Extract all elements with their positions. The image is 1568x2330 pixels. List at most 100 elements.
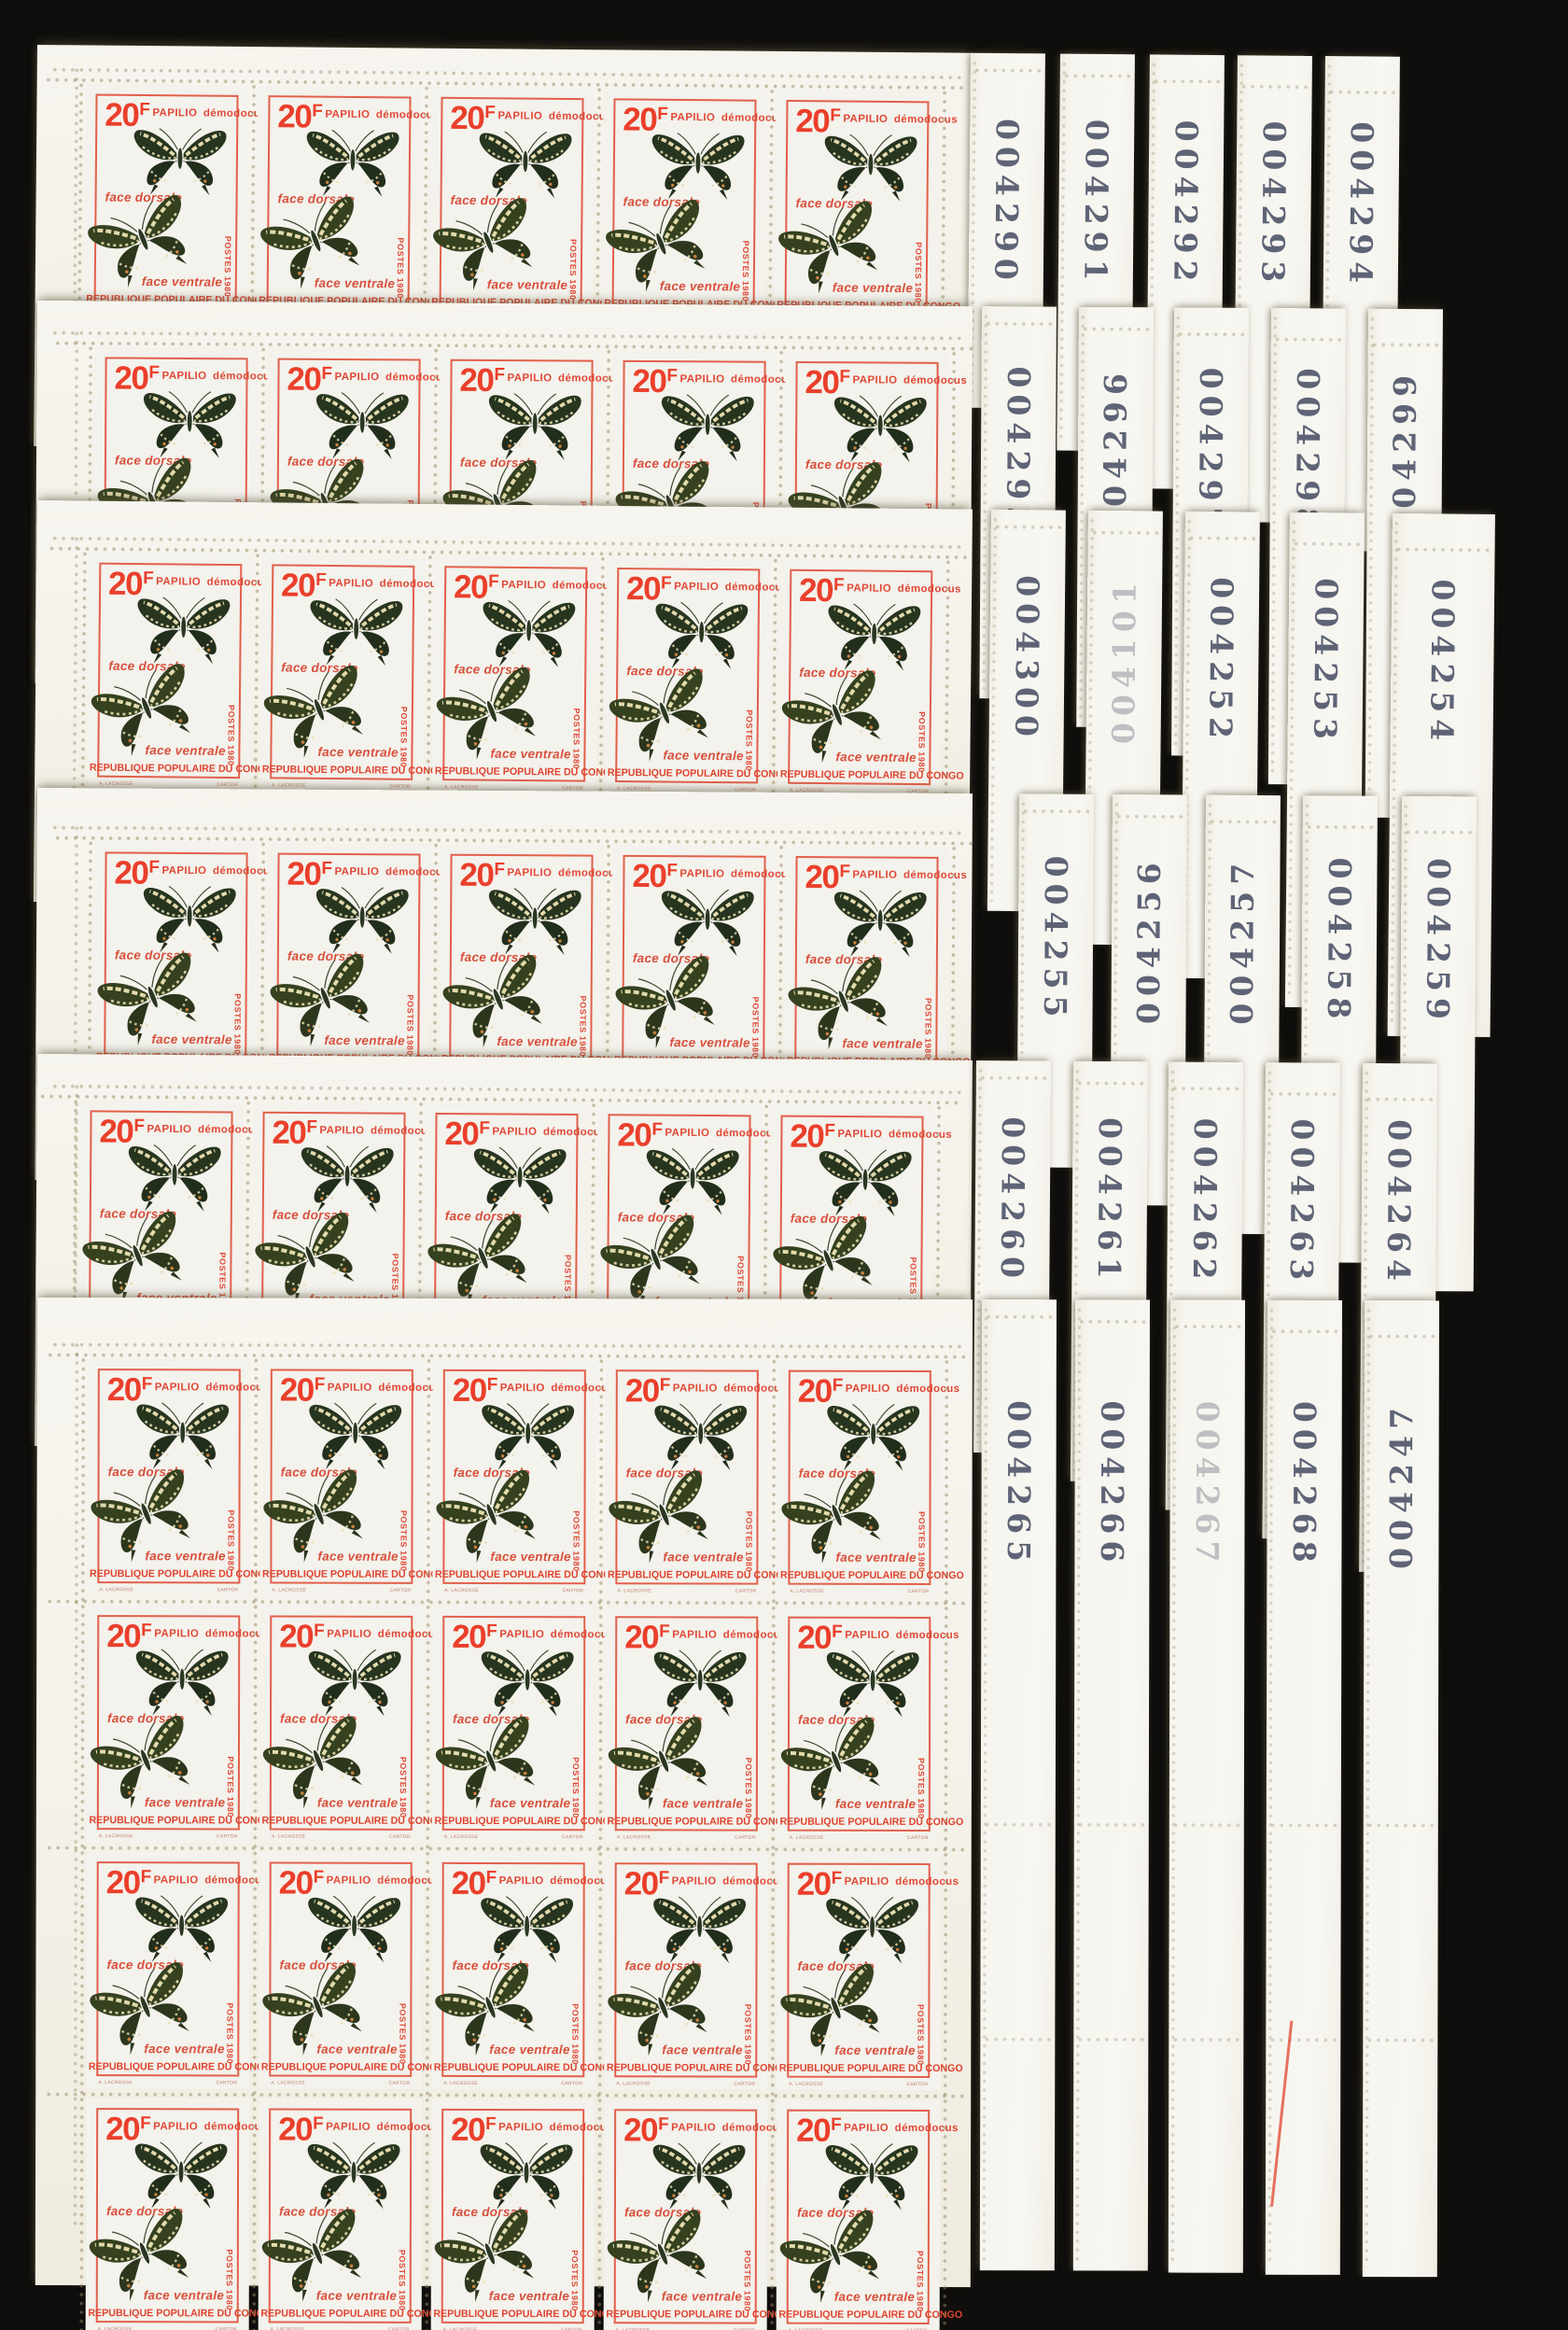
postes-year-inscription: POSTES 1980 bbox=[742, 2250, 752, 2312]
sheet-serial-number: 004263 bbox=[1282, 1118, 1322, 1287]
stamp-row: 20F PAPILIO démodocus face dorsale face … bbox=[78, 80, 960, 335]
stamp-species-title: PAPILIO démodocus bbox=[845, 1383, 960, 1396]
label-face-ventrale: face ventrale bbox=[835, 1550, 917, 1565]
stamp: 20F PAPILIO démodocus face dorsale face … bbox=[81, 2095, 272, 2330]
sheet-serial-number: 004296 bbox=[1096, 366, 1135, 535]
stamp-species-title: PAPILIO démodocus bbox=[154, 1382, 270, 1394]
stamp: 20F PAPILIO démodocus face dorsale face … bbox=[434, 841, 625, 1088]
country-inscription: REPUBLIQUE POPULAIRE DU CONGO bbox=[434, 1815, 619, 1828]
designer-imprint: A. LACROSSE bbox=[617, 1588, 652, 1594]
label-face-ventrale: face ventrale bbox=[314, 275, 396, 291]
denomination-unit: F bbox=[141, 1621, 152, 1641]
stamp: 20F PAPILIO démodocus face dorsale face … bbox=[779, 843, 971, 1090]
country-inscription: REPUBLIQUE POPULAIRE DU CONGO bbox=[261, 1815, 446, 1827]
printer-imprint: CARTOR bbox=[907, 1588, 930, 1595]
stamp-paper: 20F PAPILIO démodocus face dorsale face … bbox=[87, 552, 273, 792]
stamp: 20F PAPILIO démodocus face dorsale face … bbox=[427, 553, 619, 801]
label-face-ventrale: face ventrale bbox=[835, 750, 917, 765]
stamp-species-title: PAPILIO démodocus bbox=[837, 1128, 953, 1141]
label-face-ventrale: face ventrale bbox=[669, 1035, 750, 1050]
country-inscription: REPUBLIQUE POPULAIRE DU CONGO bbox=[607, 766, 791, 780]
stamp: 20F PAPILIO démodocus face dorsale face … bbox=[600, 1603, 791, 1849]
printer-imprint: CARTOR bbox=[217, 1587, 239, 1593]
sheet-serial-number: 004293 bbox=[1254, 120, 1293, 289]
stamp-species-title: PAPILIO démodocus bbox=[852, 374, 968, 387]
postes-year-inscription: POSTES 1980 bbox=[743, 2003, 753, 2066]
postes-year-inscription: POSTES 1980 bbox=[913, 242, 924, 304]
postes-year-inscription: POSTES 1980 bbox=[226, 705, 236, 767]
printer-imprint: CARTOR bbox=[734, 2081, 756, 2087]
stamp-species-title: PAPILIO démodocus bbox=[499, 1383, 615, 1395]
stamp-species-title: PAPILIO démodocus bbox=[325, 108, 441, 121]
stamp-species-title: PAPILIO démodocus bbox=[327, 1382, 442, 1394]
denomination-unit: F bbox=[494, 364, 506, 386]
designer-imprint: A. LACROSSE bbox=[443, 2080, 478, 2086]
country-inscription: REPUBLIQUE POPULAIRE DU CONGO bbox=[778, 2309, 963, 2322]
country-inscription: REPUBLIQUE POPULAIRE DU CONGO bbox=[88, 2061, 273, 2073]
denomination-unit: F bbox=[486, 1375, 498, 1396]
stamp-species-title: PAPILIO démodocus bbox=[844, 1875, 959, 1888]
sheet-serial-number: 004261 bbox=[1090, 1116, 1129, 1285]
postes-year-inscription: POSTES 1980 bbox=[744, 709, 754, 772]
stamp-species-title: PAPILIO démodocus bbox=[497, 110, 613, 123]
stamp-row: 20F PAPILIO démodocus face dorsale face … bbox=[81, 1848, 963, 2097]
stamp: 20F PAPILIO démodocus face dorsale face … bbox=[772, 1850, 963, 2097]
denomination-unit: F bbox=[666, 366, 679, 386]
country-inscription: REPUBLIQUE POPULAIRE DU CONGO bbox=[607, 1816, 791, 1828]
stamp: 20F PAPILIO démodocus face dorsale face … bbox=[427, 1356, 619, 1603]
sheet-serial-number: 004252 bbox=[1202, 577, 1240, 746]
denomination-unit: F bbox=[485, 1868, 497, 1888]
denomination-unit: F bbox=[313, 2113, 324, 2134]
postes-year-inscription: POSTES 1980 bbox=[399, 1510, 409, 1572]
stamp-paper: 20F PAPILIO démodocus face dorsale face … bbox=[774, 89, 960, 329]
label-face-ventrale: face ventrale bbox=[144, 2042, 225, 2056]
country-inscription: REPUBLIQUE POPULAIRE DU CONGO bbox=[779, 768, 964, 782]
stamp-species-title: PAPILIO démodocus bbox=[147, 1123, 262, 1136]
stamp: 20F PAPILIO démodocus face dorsale face … bbox=[82, 1602, 273, 1848]
sheet-serial-number: 004299 bbox=[1385, 368, 1424, 537]
postes-year-inscription: POSTES 1980 bbox=[571, 708, 581, 770]
denomination-unit: F bbox=[143, 568, 154, 589]
selvedge-strip: 004265 bbox=[979, 1299, 1057, 2271]
label-face-ventrale: face ventrale bbox=[489, 2042, 570, 2057]
postes-year-inscription: POSTES 1980 bbox=[224, 2249, 234, 2311]
stamp-species-title: PAPILIO démodocus bbox=[492, 1126, 608, 1139]
denomination-unit: F bbox=[661, 573, 672, 594]
stamp-species-title: PAPILIO démodocus bbox=[679, 373, 795, 386]
stamp-paper: 20F PAPILIO démodocus face dorsale face … bbox=[776, 2098, 963, 2330]
postes-year-inscription: POSTES 1980 bbox=[405, 994, 415, 1057]
denomination-unit: F bbox=[831, 1868, 843, 1888]
stamp-species-title: PAPILIO démodocus bbox=[501, 579, 616, 592]
stamp-species-title: PAPILIO démodocus bbox=[499, 1629, 614, 1641]
country-inscription: REPUBLIQUE POPULAIRE DU CONGO bbox=[260, 2061, 445, 2073]
country-inscription: REPUBLIQUE POPULAIRE DU CONGO bbox=[433, 2308, 618, 2321]
country-inscription: REPUBLIQUE POPULAIRE DU CONGO bbox=[89, 1815, 273, 1827]
stamp-species-title: PAPILIO démodocus bbox=[845, 1629, 959, 1642]
label-face-ventrale: face ventrale bbox=[833, 2289, 916, 2304]
printer-imprint: CARTOR bbox=[389, 783, 412, 790]
perforation-row bbox=[984, 1822, 1052, 1828]
stamp-paper: 20F PAPILIO démodocus face dorsale face … bbox=[777, 558, 964, 798]
stamp-species-title: PAPILIO démodocus bbox=[152, 107, 268, 120]
denomination-unit: F bbox=[140, 2113, 151, 2134]
stamp: 20F PAPILIO démodocus face dorsale face … bbox=[82, 549, 273, 797]
country-inscription: REPUBLIQUE POPULAIRE DU CONGO bbox=[89, 762, 273, 776]
stamp-species-title: PAPILIO démodocus bbox=[319, 1125, 435, 1137]
stamp: 20F PAPILIO démodocus face dorsale face … bbox=[773, 1357, 964, 1604]
denomination-unit: F bbox=[315, 569, 327, 590]
designer-imprint: A. LACROSSE bbox=[616, 1834, 651, 1841]
label-face-ventrale: face ventrale bbox=[316, 1795, 399, 1810]
printer-imprint: CARTOR bbox=[562, 1834, 583, 1841]
stamp-paper: 20F PAPILIO démodocus face dorsale face … bbox=[430, 1851, 618, 2090]
label-face-ventrale: face ventrale bbox=[316, 2042, 398, 2056]
postes-year-inscription: POSTES 1980 bbox=[571, 1510, 581, 1573]
sheet-serial-number: 004262 bbox=[1185, 1117, 1225, 1286]
stamp-species-title: PAPILIO démodocus bbox=[326, 2121, 441, 2133]
postes-year-inscription: POSTES 1980 bbox=[397, 2250, 407, 2311]
stamp: 20F PAPILIO démodocus face dorsale face … bbox=[769, 87, 960, 335]
postes-year-inscription: POSTES 1980 bbox=[225, 1756, 235, 1818]
label-face-ventrale: face ventrale bbox=[661, 2289, 743, 2304]
denomination-unit: F bbox=[133, 1116, 146, 1136]
selvedge-strip: 004268 bbox=[1265, 1299, 1342, 2275]
stamp-species-title: PAPILIO démodocus bbox=[665, 1127, 780, 1140]
